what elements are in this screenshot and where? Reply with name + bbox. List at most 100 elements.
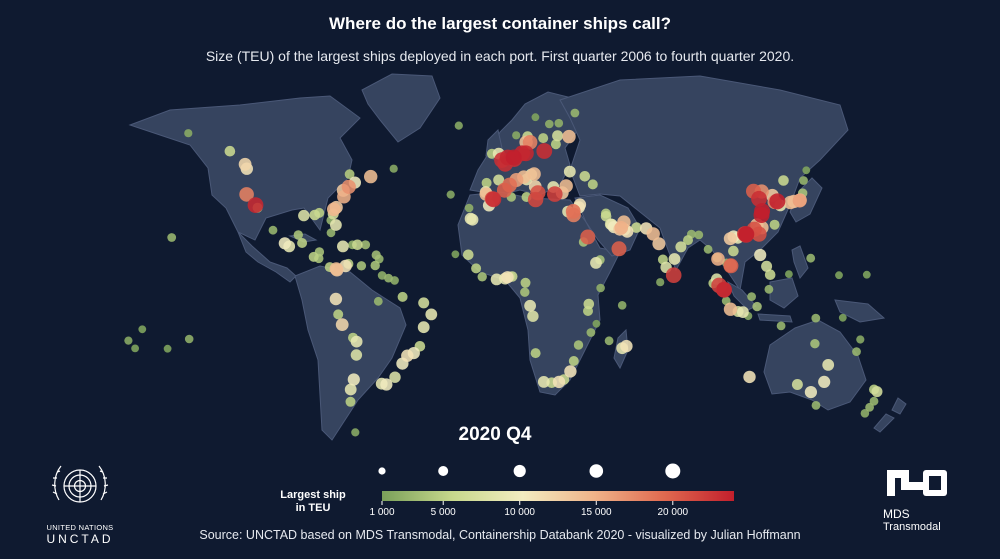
- port-dot: [297, 238, 308, 248]
- port-dot: [764, 269, 776, 281]
- port-dot: [811, 313, 821, 323]
- port-dot: [124, 336, 133, 345]
- port-dot: [776, 321, 786, 331]
- port-dot: [620, 339, 633, 353]
- port-dot: [711, 252, 725, 266]
- port-dot: [723, 232, 737, 246]
- port-dot: [785, 270, 793, 278]
- port-dot: [326, 228, 336, 238]
- port-dot: [356, 261, 367, 271]
- port-dot: [481, 177, 492, 188]
- port-dot: [298, 209, 310, 222]
- port-dot: [552, 130, 564, 142]
- port-dot: [527, 167, 541, 181]
- port-dot: [536, 143, 553, 159]
- port-dot: [329, 292, 343, 306]
- port-dot: [810, 339, 820, 349]
- port-dot: [675, 241, 687, 253]
- chart-subtitle: Size (TEU) of the largest ships deployed…: [205, 48, 795, 64]
- port-dot: [384, 273, 393, 283]
- port-dot: [184, 334, 194, 344]
- borneo: [769, 277, 799, 309]
- port-dot: [802, 166, 811, 175]
- new-zealand: [873, 397, 907, 433]
- legend-size-circle: [513, 464, 526, 478]
- port-dot: [554, 118, 564, 128]
- port-dot: [538, 133, 549, 144]
- port-dot: [389, 371, 401, 383]
- port-dot: [512, 131, 521, 140]
- legend-tick-label: 15 000: [581, 507, 612, 517]
- port-dot: [184, 129, 193, 138]
- port-dot: [360, 240, 371, 250]
- legend-tick-label: 1 000: [370, 507, 395, 517]
- new-guinea: [834, 299, 886, 323]
- mds-subname: Transmodal: [883, 521, 941, 533]
- mds-logo: MDS Transmodal: [883, 466, 963, 533]
- port-dot: [466, 213, 479, 226]
- port-dot: [380, 378, 393, 391]
- ports-layer: [124, 108, 883, 437]
- mds-name: MDS: [883, 507, 910, 521]
- port-dot: [345, 396, 356, 407]
- port-dot: [656, 278, 665, 287]
- port-dot: [167, 233, 177, 242]
- size-color-legend: 1 000 5 000 10 000 15 000 20 000: [370, 463, 734, 517]
- port-dot: [737, 306, 749, 318]
- port-dot: [401, 349, 414, 362]
- port-dot: [344, 383, 357, 396]
- port-dot: [806, 253, 816, 263]
- port-dot: [570, 108, 580, 118]
- port-dot: [163, 344, 172, 353]
- port-dot: [604, 336, 614, 346]
- port-dot: [703, 244, 713, 254]
- java: [757, 313, 793, 323]
- port-dot: [371, 250, 381, 260]
- port-dot: [138, 325, 147, 334]
- port-dot: [652, 237, 666, 251]
- port-dot: [860, 409, 870, 418]
- legend-title: Largest ship in TEU: [258, 489, 368, 515]
- port-dot: [838, 313, 847, 322]
- port-dot: [370, 260, 380, 271]
- un-logo: UNITED NATIONS UNCTAD: [30, 460, 130, 546]
- un-emblem-icon: [51, 465, 109, 503]
- port-dot: [327, 202, 341, 217]
- south-america: [294, 265, 407, 441]
- port-dot: [665, 267, 682, 284]
- port-dot: [485, 191, 502, 208]
- legend-size-circle: [665, 463, 681, 479]
- legend-size-circles: [378, 463, 681, 479]
- port-dot: [580, 229, 596, 245]
- legend-tick-label: 10 000: [504, 507, 535, 517]
- port-dot: [224, 145, 236, 157]
- port-dot: [505, 149, 522, 166]
- port-dot: [329, 262, 343, 276]
- port-dot: [614, 221, 629, 235]
- source-note: Source: UNCTAD based on MDS Transmodal, …: [199, 528, 801, 542]
- chart-title: Where do the largest container ships cal…: [329, 14, 671, 33]
- port-dot: [524, 299, 536, 312]
- legend-tick-label: 20 000: [658, 507, 689, 517]
- port-dot: [646, 227, 660, 241]
- port-dot: [791, 379, 803, 390]
- port-dot: [397, 291, 408, 302]
- legend-color-bar: [382, 491, 734, 501]
- legend-tick-label: 5 000: [431, 507, 456, 517]
- port-dot: [518, 145, 534, 162]
- port-dot: [463, 249, 474, 261]
- port-dot: [351, 428, 360, 437]
- port-dot: [335, 318, 349, 331]
- port-dot: [818, 375, 831, 388]
- port-dot: [531, 113, 540, 122]
- port-dot: [352, 239, 363, 251]
- port-dot: [865, 402, 874, 412]
- port-dot: [247, 197, 264, 214]
- port-dot: [792, 193, 807, 208]
- unctad-name: UNCTAD: [46, 532, 114, 546]
- port-dot: [530, 348, 541, 359]
- port-dot: [333, 309, 344, 320]
- port-dot: [568, 356, 579, 366]
- port-dot: [501, 271, 514, 284]
- port-dot: [573, 340, 584, 350]
